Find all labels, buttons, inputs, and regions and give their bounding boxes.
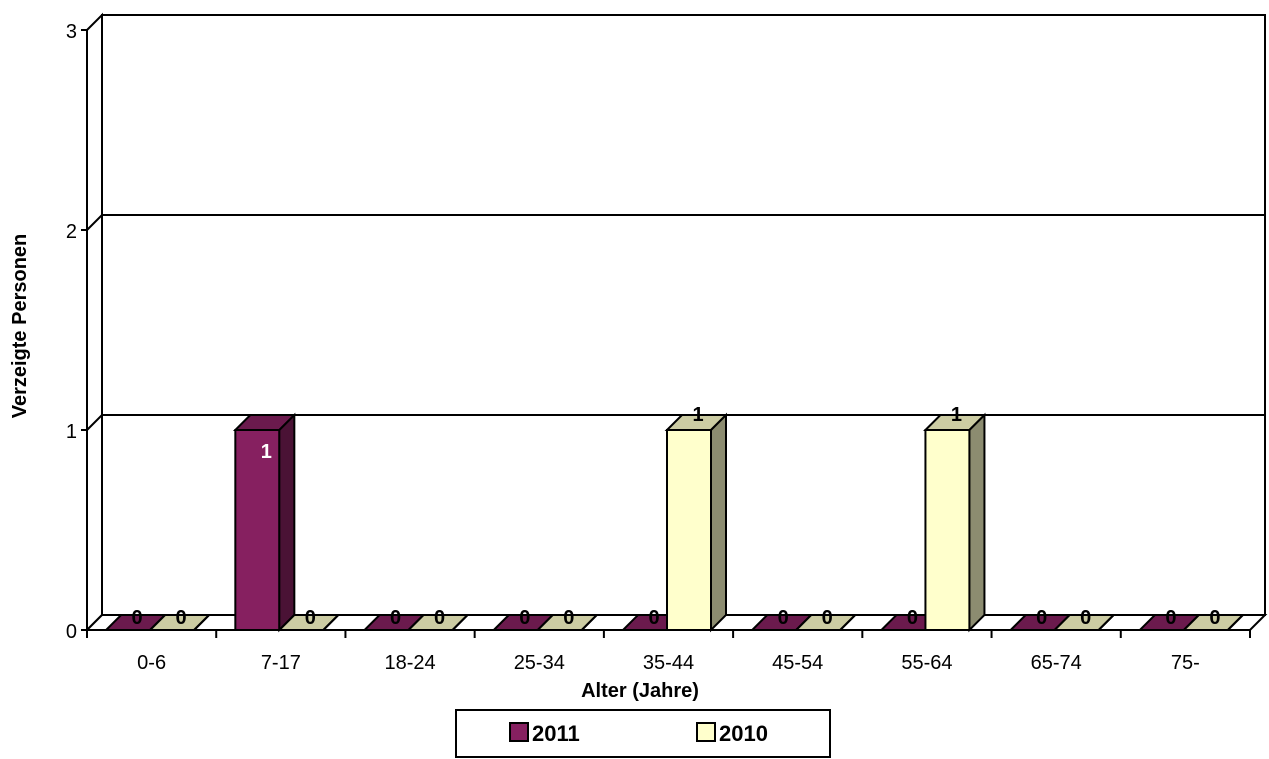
bar-2010-55-64 — [923, 412, 987, 633]
bar-side — [322, 614, 340, 631]
bar-side — [968, 412, 986, 633]
data-label: 0 — [390, 607, 401, 629]
gridlines — [86, 214, 1265, 431]
bar-side — [278, 412, 296, 633]
bar-2010-0-6 — [147, 614, 212, 631]
legend-label-2010: 2010 — [719, 721, 768, 746]
data-label: 0 — [519, 607, 530, 629]
y-tick-label: 1 — [66, 421, 77, 443]
data-label: 0 — [1209, 607, 1220, 629]
data-label: 0 — [648, 607, 659, 629]
data-label: 0 — [1036, 607, 1047, 629]
bars — [103, 412, 1246, 633]
x-tick-label: 65-74 — [1031, 652, 1082, 674]
data-label: 0 — [176, 607, 187, 629]
data-label: 0 — [1080, 607, 1091, 629]
data-label: 0 — [434, 607, 445, 629]
gridline — [86, 214, 1265, 231]
x-tick-label: 55-64 — [901, 652, 952, 674]
x-tick-label: 75- — [1171, 652, 1200, 674]
bar-side — [193, 614, 210, 631]
x-tick-label: 45-54 — [772, 652, 823, 674]
data-label: 1 — [261, 441, 272, 463]
legend-label-2011: 2011 — [532, 721, 580, 746]
data-label: 0 — [778, 607, 789, 629]
y-tick-label: 0 — [66, 621, 77, 643]
y-tick-label: 2 — [66, 221, 77, 243]
x-tick-label: 18-24 — [384, 652, 435, 674]
axes: 0 1 2 3 0-6 7-17 18-24 25-34 35-44 45-54 55-64 65-7… — [66, 21, 1251, 674]
legend: 2011 2010 — [455, 709, 831, 758]
x-tick-label: 25-34 — [514, 652, 565, 674]
legend-swatch-2010 — [696, 722, 716, 742]
x-axis-title: Alter (Jahre) — [581, 680, 699, 702]
y-axis-title: Verzeigte Personen — [9, 234, 31, 419]
labels: 0 1 0 0 0 0 0 0 0 0 0 0 0 1 0 1 0 0 — [132, 404, 1221, 629]
bar-side — [839, 614, 856, 631]
bar-front — [924, 429, 971, 631]
legend-swatch-2011 — [509, 722, 529, 742]
data-label: 0 — [305, 607, 316, 629]
data-label: 1 — [692, 404, 703, 426]
data-label: 0 — [132, 607, 143, 629]
data-label: 0 — [1165, 607, 1176, 629]
bar-side — [710, 412, 727, 633]
data-label: 1 — [951, 404, 962, 426]
bar-front — [234, 429, 281, 631]
bar-2010-45-54 — [793, 614, 858, 631]
bar-2010-35-44 — [664, 412, 729, 633]
y-tick-label: 3 — [66, 21, 77, 43]
x-tick-label: 0-6 — [137, 652, 166, 674]
data-label: 0 — [907, 607, 918, 629]
bar-front — [666, 429, 712, 631]
gridline — [86, 414, 1265, 431]
x-tick-label: 35-44 — [643, 652, 694, 674]
data-label: 0 — [563, 607, 574, 629]
x-tick-label: 7-17 — [261, 652, 301, 674]
data-label: 0 — [822, 607, 833, 629]
side-wall — [86, 12, 103, 633]
